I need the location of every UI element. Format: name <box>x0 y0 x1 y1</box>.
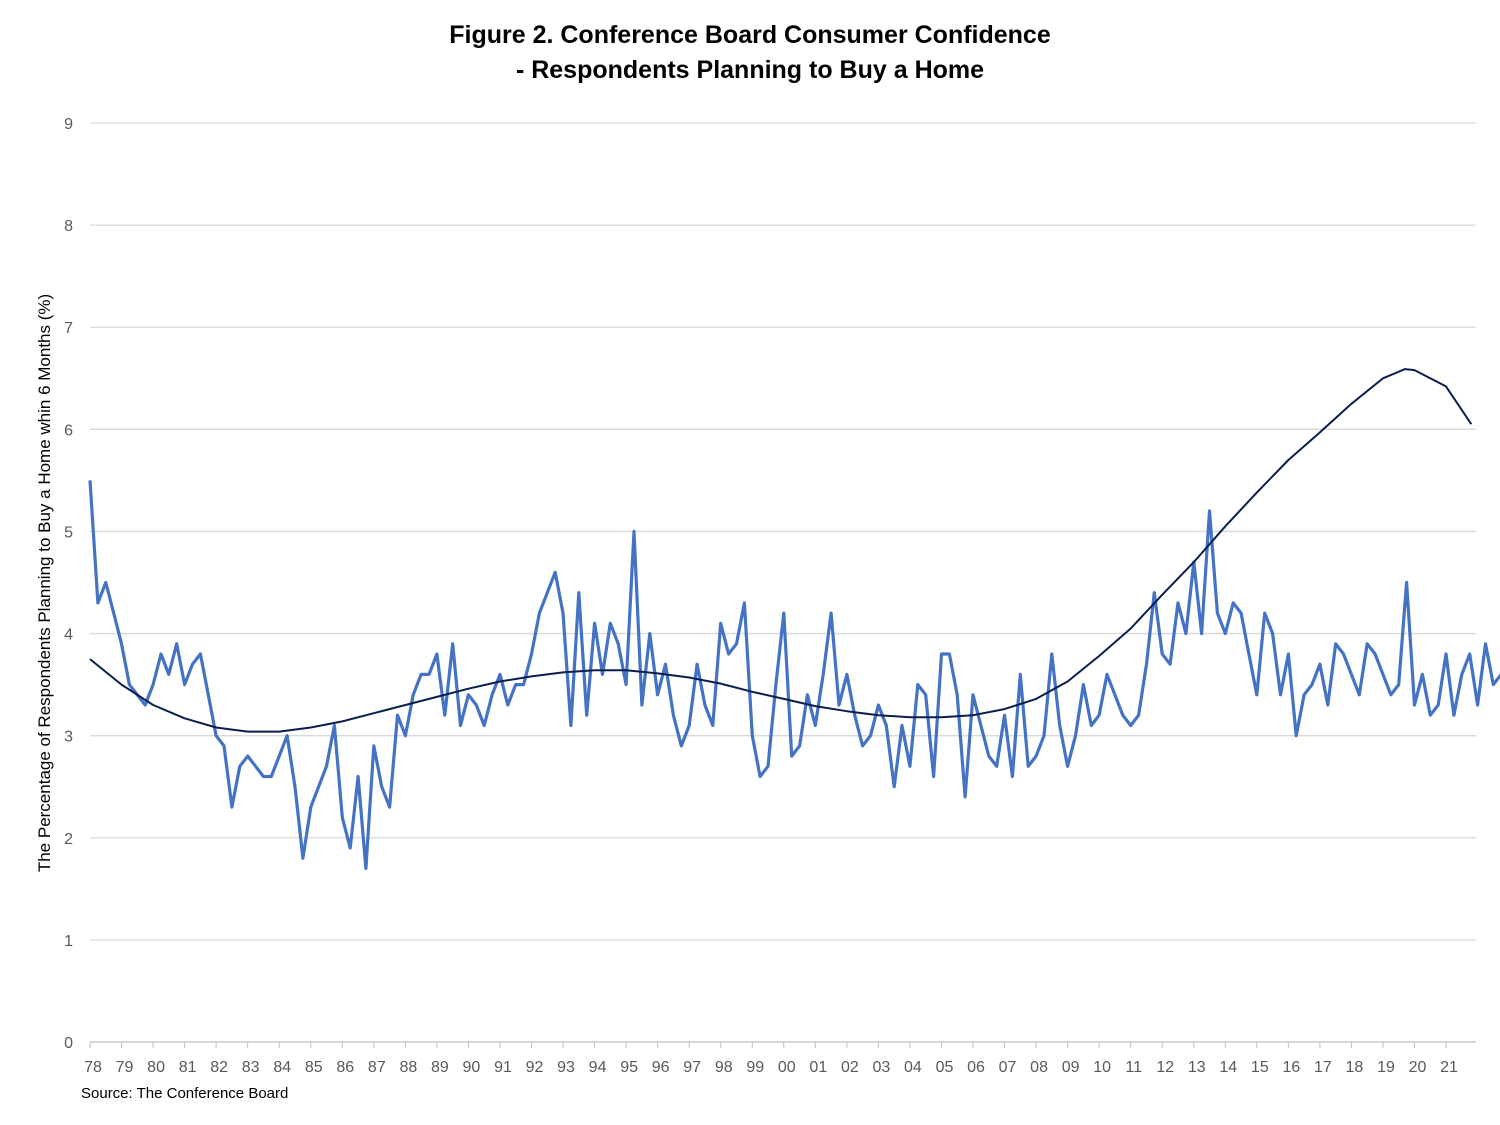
x-tick-label: 06 <box>967 1059 985 1076</box>
x-tick-label: 13 <box>1188 1059 1206 1076</box>
x-tick-label: 93 <box>557 1059 575 1076</box>
y-tick-label: 2 <box>64 831 73 848</box>
x-tick-label: 12 <box>1156 1059 1174 1076</box>
y-tick-label: 0 <box>64 1035 73 1052</box>
x-tick-label: 96 <box>652 1059 670 1076</box>
x-tick-label: 04 <box>904 1059 922 1076</box>
x-tick-label: 01 <box>809 1059 827 1076</box>
y-tick-label: 7 <box>64 320 73 337</box>
y-tick-label: 8 <box>64 218 73 235</box>
source-note: Source: The Conference Board <box>81 1085 289 1102</box>
y-tick-label: 1 <box>64 933 73 950</box>
y-tick-label: 9 <box>64 116 73 133</box>
x-tick-label: 10 <box>1093 1059 1111 1076</box>
x-tick-label: 90 <box>463 1059 481 1076</box>
x-tick-label: 97 <box>683 1059 701 1076</box>
x-tick-label: 78 <box>84 1059 102 1076</box>
x-tick-label: 03 <box>872 1059 890 1076</box>
x-tick-label: 20 <box>1409 1059 1427 1076</box>
series-line-monthly <box>88 480 1500 871</box>
x-tick-label: 99 <box>746 1059 764 1076</box>
x-tick-label: 92 <box>526 1059 544 1076</box>
x-tick-label: 83 <box>242 1059 260 1076</box>
x-tick-label: 11 <box>1125 1059 1142 1076</box>
x-tick-label: 82 <box>210 1059 228 1076</box>
x-tick-label: 00 <box>778 1059 796 1076</box>
x-tick-label: 09 <box>1062 1059 1080 1076</box>
y-tick-label: 5 <box>64 524 73 541</box>
chart-title-line-1: Figure 2. Conference Board Consumer Conf… <box>449 21 1051 49</box>
x-tick-label: 05 <box>936 1059 954 1076</box>
x-tick-label: 79 <box>116 1059 134 1076</box>
x-tick-label: 08 <box>1030 1059 1048 1076</box>
x-tick-label: 21 <box>1440 1059 1458 1076</box>
x-tick-label: 98 <box>715 1059 733 1076</box>
x-tick-label: 89 <box>431 1059 449 1076</box>
series-line-trend <box>89 368 1473 733</box>
x-tick-label: 17 <box>1314 1059 1332 1076</box>
x-tick-label: 19 <box>1377 1059 1395 1076</box>
x-tick-label: 94 <box>589 1059 607 1076</box>
x-tick-label: 95 <box>620 1059 638 1076</box>
x-tick-label: 14 <box>1219 1059 1237 1076</box>
y-tick-label: 3 <box>64 729 73 746</box>
x-tick-label: 02 <box>841 1059 859 1076</box>
x-tick-label: 80 <box>147 1059 165 1076</box>
x-tick-label: 86 <box>336 1059 354 1076</box>
x-tick-label: 18 <box>1346 1059 1364 1076</box>
y-tick-label: 6 <box>64 422 73 439</box>
x-tick-label: 07 <box>999 1059 1017 1076</box>
y-tick-label: 4 <box>64 627 73 644</box>
x-tick-label: 81 <box>179 1059 197 1076</box>
x-tick-label: 88 <box>399 1059 417 1076</box>
x-tick-label: 85 <box>305 1059 323 1076</box>
chart-title: Figure 2. Conference Board Consumer Conf… <box>0 18 1500 88</box>
x-tick-label: 84 <box>273 1059 291 1076</box>
x-tick-label: 87 <box>368 1059 386 1076</box>
chart-title-line-2: - Respondents Planning to Buy a Home <box>515 56 985 84</box>
x-tick-label: 16 <box>1282 1059 1300 1076</box>
x-tick-label: 91 <box>494 1059 512 1076</box>
x-tick-label: 15 <box>1251 1059 1269 1076</box>
